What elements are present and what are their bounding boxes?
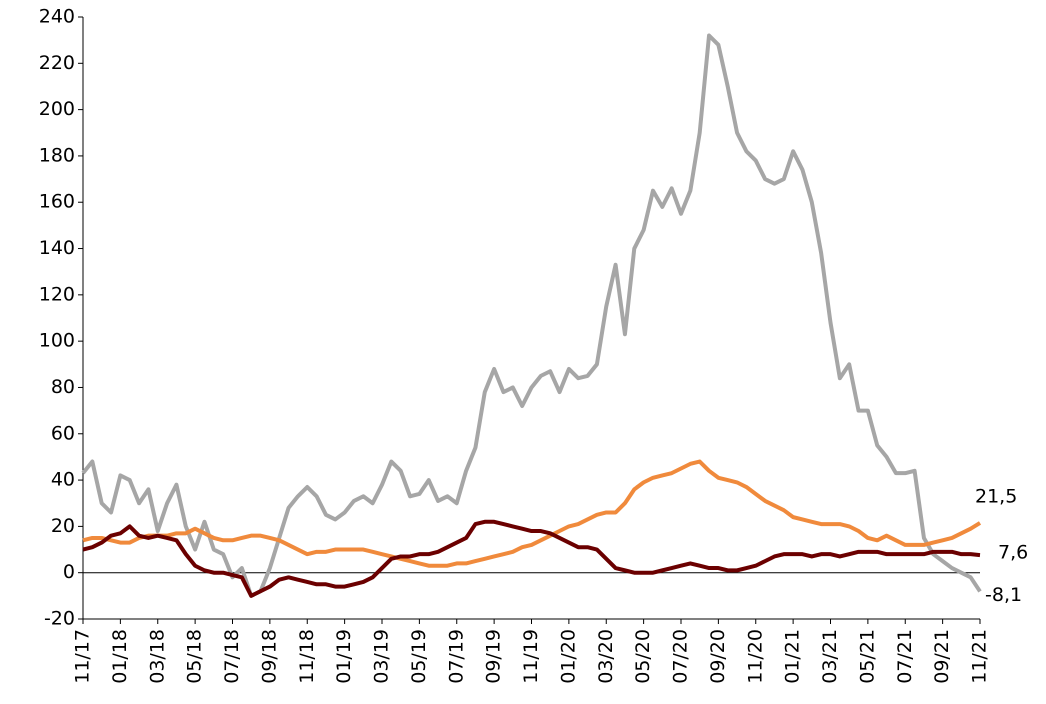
line-series	[81, 33, 982, 598]
x-tick-label: 07/20	[670, 629, 692, 684]
value-label: 7,6	[998, 542, 1028, 564]
y-tick-label: 80	[51, 376, 75, 398]
y-tick-label: 100	[39, 330, 75, 352]
x-tick-label: 03/20	[595, 629, 617, 684]
x-tick-label: 09/19	[483, 629, 505, 684]
x-tick-label: 11/20	[744, 629, 766, 684]
value-label: -8,1	[985, 584, 1022, 606]
x-tick-label: 07/21	[894, 629, 916, 684]
y-tick-label: 220	[39, 52, 75, 74]
y-tick-label: 60	[51, 422, 75, 444]
value-label: 21,5	[975, 485, 1017, 507]
x-tick-label: 11/21	[969, 629, 991, 684]
x-tick-label: 11/19	[520, 629, 542, 684]
x-tick-label: 01/19	[333, 629, 355, 684]
x-tick-label: 07/18	[221, 629, 243, 684]
x-tick-label: 01/20	[557, 629, 579, 684]
x-tick-label: 01/21	[782, 629, 804, 684]
x-tick-label: 03/19	[371, 629, 393, 684]
y-tick-label: 180	[39, 144, 75, 166]
y-tick-label: 140	[39, 237, 75, 259]
x-tick-label: 03/18	[146, 629, 168, 684]
y-tick-label: 0	[63, 561, 75, 583]
x-tick-label: 03/21	[819, 629, 841, 684]
x-tick-label: 11/17	[72, 629, 94, 684]
x-tick-label: 05/21	[856, 629, 878, 684]
x-tick-label: 09/18	[258, 629, 280, 684]
y-tick-label: 20	[51, 515, 75, 537]
x-tick-label: 09/20	[707, 629, 729, 684]
x-tick-label: 05/20	[632, 629, 654, 684]
x-tick-label: 01/18	[109, 629, 131, 684]
y-tick-label: 240	[39, 6, 75, 28]
y-tick-label: 120	[39, 283, 75, 305]
y-tick-label: 40	[51, 469, 75, 491]
x-tick-label: 09/21	[931, 629, 953, 684]
x-tick-label: 05/19	[408, 629, 430, 684]
x-tick-label: 11/18	[296, 629, 318, 684]
y-tick-label: 160	[39, 191, 75, 213]
line-series	[82, 519, 981, 598]
x-tick-label: 07/19	[445, 629, 467, 684]
x-tick-label: 05/18	[184, 629, 206, 684]
line-series	[82, 459, 982, 568]
y-tick-label: 200	[39, 98, 75, 120]
y-tick-label: -20	[44, 608, 75, 630]
